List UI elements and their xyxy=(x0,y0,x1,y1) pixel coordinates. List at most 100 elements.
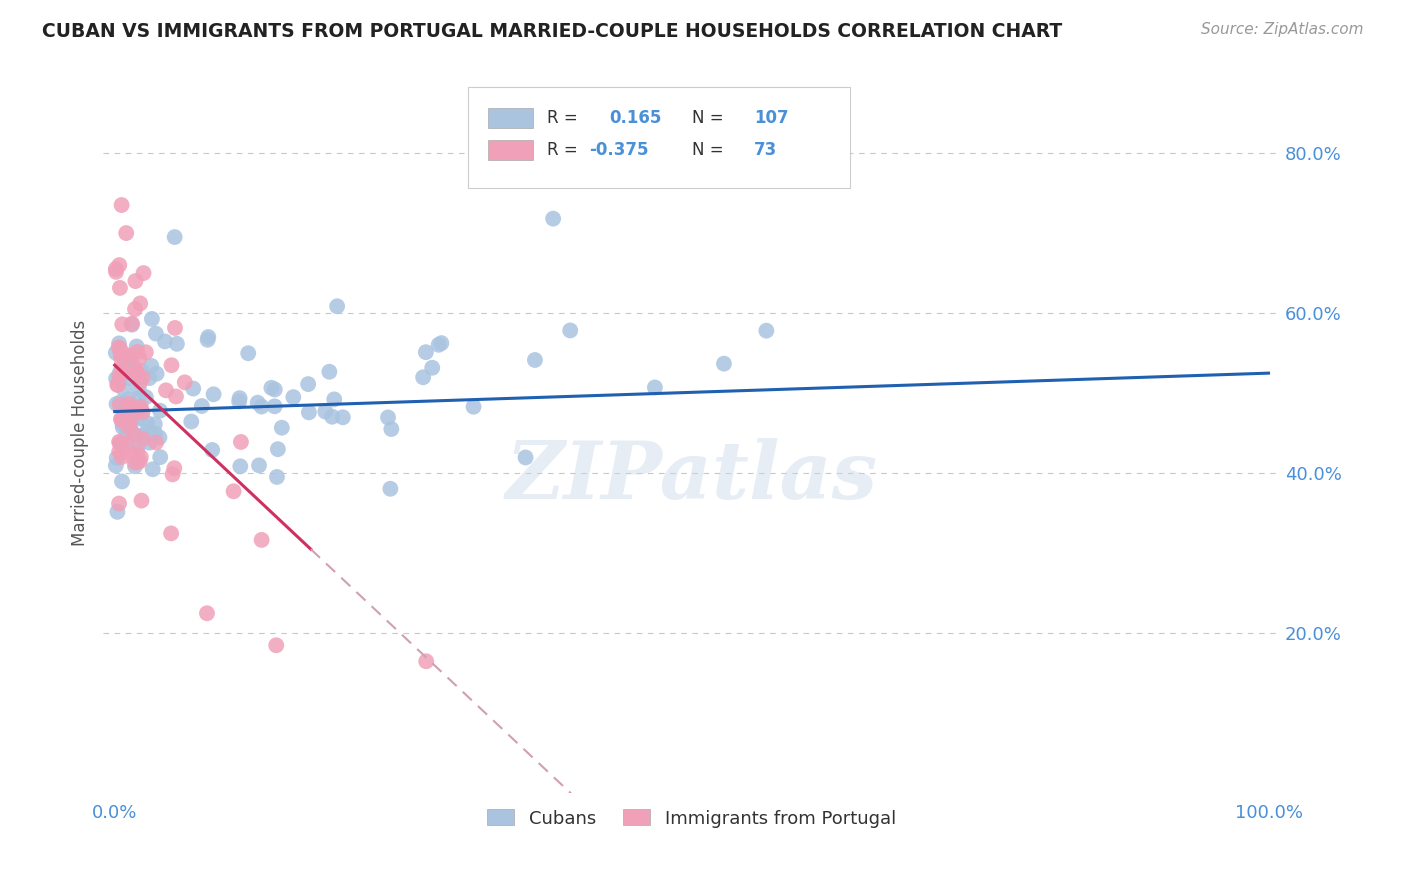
Point xyxy=(160,358,183,372)
Point xyxy=(202,387,225,401)
Point xyxy=(263,383,285,397)
Text: N =: N = xyxy=(692,141,723,159)
Point xyxy=(131,370,153,384)
Point xyxy=(131,406,153,420)
Point xyxy=(135,345,157,359)
Point xyxy=(145,367,167,381)
Point xyxy=(121,317,143,331)
Point xyxy=(110,198,132,212)
Point xyxy=(127,446,149,460)
Point xyxy=(143,417,166,432)
Point xyxy=(163,461,186,475)
Point xyxy=(111,417,134,431)
Point xyxy=(132,432,155,446)
Point xyxy=(125,339,148,353)
Point xyxy=(118,401,141,415)
Point xyxy=(105,265,128,279)
Point xyxy=(115,425,138,439)
Point xyxy=(120,416,142,430)
Point xyxy=(108,369,131,384)
Point xyxy=(523,353,546,368)
Point xyxy=(127,344,149,359)
Point xyxy=(260,381,283,395)
Point xyxy=(108,497,131,511)
Point xyxy=(135,390,157,404)
Text: 73: 73 xyxy=(754,141,778,159)
Point xyxy=(124,448,146,462)
Point xyxy=(128,433,150,447)
Point xyxy=(141,312,163,326)
Point xyxy=(115,226,138,240)
Point xyxy=(121,318,143,332)
Point xyxy=(112,414,135,428)
Point xyxy=(326,299,349,313)
Point xyxy=(118,392,141,407)
Point xyxy=(105,377,128,392)
Point xyxy=(314,404,336,418)
Point xyxy=(222,484,245,499)
Point xyxy=(155,384,177,398)
Point xyxy=(380,482,402,496)
Point xyxy=(415,654,437,668)
Point xyxy=(238,346,260,360)
Point xyxy=(104,262,127,277)
Point xyxy=(107,340,129,354)
Point xyxy=(197,330,219,344)
Point xyxy=(128,351,150,366)
Point xyxy=(132,266,155,280)
Point xyxy=(138,371,160,385)
Point xyxy=(138,424,160,438)
Point xyxy=(107,377,129,392)
Point xyxy=(108,342,131,356)
Point xyxy=(195,607,218,621)
Point xyxy=(201,442,224,457)
Point xyxy=(713,357,735,371)
Point xyxy=(118,351,141,365)
Point xyxy=(515,450,537,465)
Point xyxy=(149,403,172,417)
Point xyxy=(332,410,354,425)
Point xyxy=(228,394,250,409)
Point xyxy=(124,274,146,288)
Point xyxy=(124,427,146,442)
Point xyxy=(110,371,132,385)
Point xyxy=(131,405,153,419)
Point xyxy=(108,365,131,379)
Point xyxy=(118,348,141,362)
Point xyxy=(644,380,666,394)
Point xyxy=(124,364,146,378)
Text: Source: ZipAtlas.com: Source: ZipAtlas.com xyxy=(1201,22,1364,37)
Point xyxy=(111,450,134,464)
FancyBboxPatch shape xyxy=(468,87,851,188)
Point xyxy=(111,413,134,427)
Point xyxy=(122,401,145,416)
Point xyxy=(129,400,152,414)
Point xyxy=(427,338,450,352)
Point xyxy=(124,459,146,474)
Point xyxy=(124,301,146,316)
Point xyxy=(104,345,127,359)
Point xyxy=(138,435,160,450)
Point xyxy=(124,427,146,442)
Point xyxy=(283,390,305,404)
Bar xyxy=(488,108,533,128)
Point xyxy=(165,389,187,403)
Point xyxy=(111,365,134,379)
Point xyxy=(115,409,138,423)
Point xyxy=(321,409,343,424)
Point xyxy=(121,357,143,371)
Point xyxy=(111,446,134,460)
Point xyxy=(755,324,778,338)
Point xyxy=(120,371,142,385)
Point xyxy=(298,405,321,419)
Point xyxy=(108,434,131,449)
Point xyxy=(160,526,183,541)
Point xyxy=(129,450,152,464)
Point xyxy=(250,533,273,547)
Point xyxy=(250,400,273,414)
Point xyxy=(120,420,142,434)
Bar xyxy=(488,140,533,161)
Point xyxy=(162,467,184,482)
Point xyxy=(229,434,252,449)
Point xyxy=(110,412,132,426)
